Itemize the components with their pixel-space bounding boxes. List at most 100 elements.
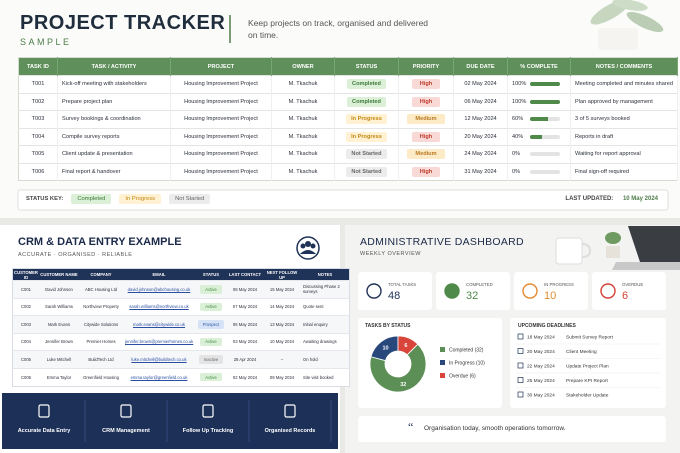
kpi-value: 32 [466,290,479,302]
cell-text: C001 [20,286,31,292]
cell-text: T006 [31,168,45,175]
cell-text: BuildTech Ltd [88,356,114,362]
feature-label: CRM Management [102,428,150,434]
progress-track [530,82,560,87]
table-cell: 40% [507,127,571,146]
quote-mark: “ [408,420,413,434]
table-cell: david.johnson@abchousing.co.uk [123,280,195,299]
dashboard-subtitle: WEEKLY OVERVIEW [360,251,421,257]
table-cell: Final sign-off required [570,162,678,181]
table-cell: M. Tkachuk [271,162,335,181]
priority-badge: High [411,166,441,177]
progress-track [530,152,560,157]
progress-track [530,99,560,104]
progress: 100% [512,99,566,105]
deadline-task: Stakeholder Update [566,393,609,399]
table-cell: Active [195,280,227,299]
table-cell: Luke Mitchell [39,350,79,369]
table-cell: High [398,92,454,111]
email-link: emma.taylor@greenfield.co.uk [130,374,188,380]
table-cell: Compile survey reports [57,127,171,146]
table-cell: 10 May 2024 [263,332,301,351]
table-cell: Housing Improvement Project [170,110,272,128]
crm-subtitle: ACCURATE · ORGANISED · RELIABLE [18,252,133,258]
table-cell: M. Tkachuk [271,75,335,93]
progress-track [530,134,560,139]
cell-text: C005 [20,356,31,362]
cell-text: Housing Improvement Project [184,98,258,105]
cell-text: Housing Improvement Project [184,116,258,123]
table-cell: Active [195,297,227,316]
donut-label: 6 [404,343,407,349]
status-badge: Completed [347,79,386,90]
table-cell: Discussing Phase 2 surveys [301,280,350,299]
column-header: NEXT FOLLOW UP [263,268,301,281]
cell-text: Premier Homes [86,339,116,345]
table-cell: C006 [12,367,39,387]
legend-swatch [440,373,445,378]
cell-text: Emma Taylor [46,374,72,380]
cell-text: Compile survey reports [62,133,120,140]
header-row: TASK ID TASK / ACTIVITY PROJECT OWNER STATUS… [18,57,678,76]
table-cell: T001 [18,75,58,93]
table-cell: High [398,75,454,93]
cell-text: 15 May 2024 [269,286,295,292]
feature-label: Organised Records [264,428,316,434]
cell-text: 08 May 2024 [232,286,258,292]
cell-text: Jennifer Brown [45,339,73,345]
cell-text: M. Tkachuk [288,98,318,105]
table-row: T003 Survey bookings & coordination Housin… [18,110,678,128]
cell-text: Greenfield Housing [83,374,119,380]
legend-swatch [440,347,445,352]
table-row: C002 Sarah Williams Northview Property sara… [12,297,350,316]
status-key-badge: In Progress [119,194,162,204]
last-updated-value: 10 May 2024 [622,196,658,202]
progress: 0% [512,151,566,157]
table-cell: 100% [507,75,571,93]
table-cell: Site visit booked [301,367,350,387]
table-cell: Active [195,332,227,351]
deadline-task: Update Project Plan [566,364,609,370]
column-header: % COMPLETE [507,57,571,76]
table-cell: Medium [398,110,454,128]
table-cell: C002 [12,297,39,316]
table-cell: Prepare project plan [57,92,171,111]
table-cell: 14 May 2024 [263,297,301,316]
percent-label: 100% [512,98,527,105]
status-badge: In Progress [346,114,387,125]
table-row: T001 Kick-off meeting with stakeholders Ho… [18,75,678,93]
status-key-badge: Completed [71,194,112,204]
progress-track [530,169,560,174]
cell-text: T001 [31,81,45,88]
cell-text: 20 May 2024 [464,133,497,140]
feature-icon [120,404,132,418]
kpi-label: IN PROGRESS [544,282,574,287]
feature-icon [202,404,214,418]
cell-text: 28 Apr 2024 [233,356,257,362]
table-cell: 07 May 2024 [227,297,263,316]
table-cell: David Johnson [39,280,79,299]
cell-text: Site visit booked [303,374,334,380]
cell-text: 10 May 2024 [269,339,295,345]
table-cell: Meeting completed and minutes shared [570,75,678,93]
donut-segment [397,335,419,356]
table-cell: Not Started [334,162,399,181]
table-cell: C005 [12,350,39,369]
deadline-task: Submit Survey Report [566,335,614,341]
cell-text: Kick-off meeting with stakeholders [62,81,147,88]
table-cell: Final report & handover [57,162,171,181]
tagline: Keep projects on track, organised and de… [248,18,429,40]
column-header: PROJECT [170,57,272,76]
table-cell: Sarah Williams [39,297,79,316]
status-badge: Active [200,337,222,347]
table-cell: M. Tkachuk [271,145,335,163]
cell-text: Citywide Solutions [83,321,119,327]
column-header: EMAIL [123,268,195,281]
cell-text: M. Tkachuk [288,151,318,158]
cell-text: Initial enquiry [303,321,328,327]
progress-fill [530,82,560,87]
cell-text: Final report & handover [62,168,121,175]
priority-badge: Medium [407,149,445,160]
